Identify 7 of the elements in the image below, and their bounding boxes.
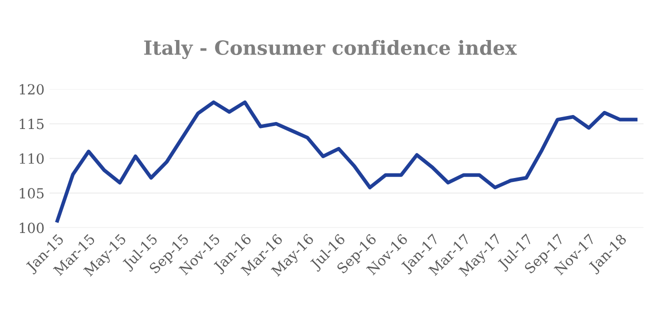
y-tick-label: 105	[20, 188, 44, 199]
line-series	[56, 100, 638, 223]
y-tick-label: 100	[20, 222, 44, 234]
chart-title: Italy - Consumer confidence index	[144, 40, 517, 60]
y-tick-label: 110	[20, 153, 44, 164]
y-tick-label: 120	[20, 84, 44, 95]
y-tick-label: 115	[20, 118, 44, 130]
